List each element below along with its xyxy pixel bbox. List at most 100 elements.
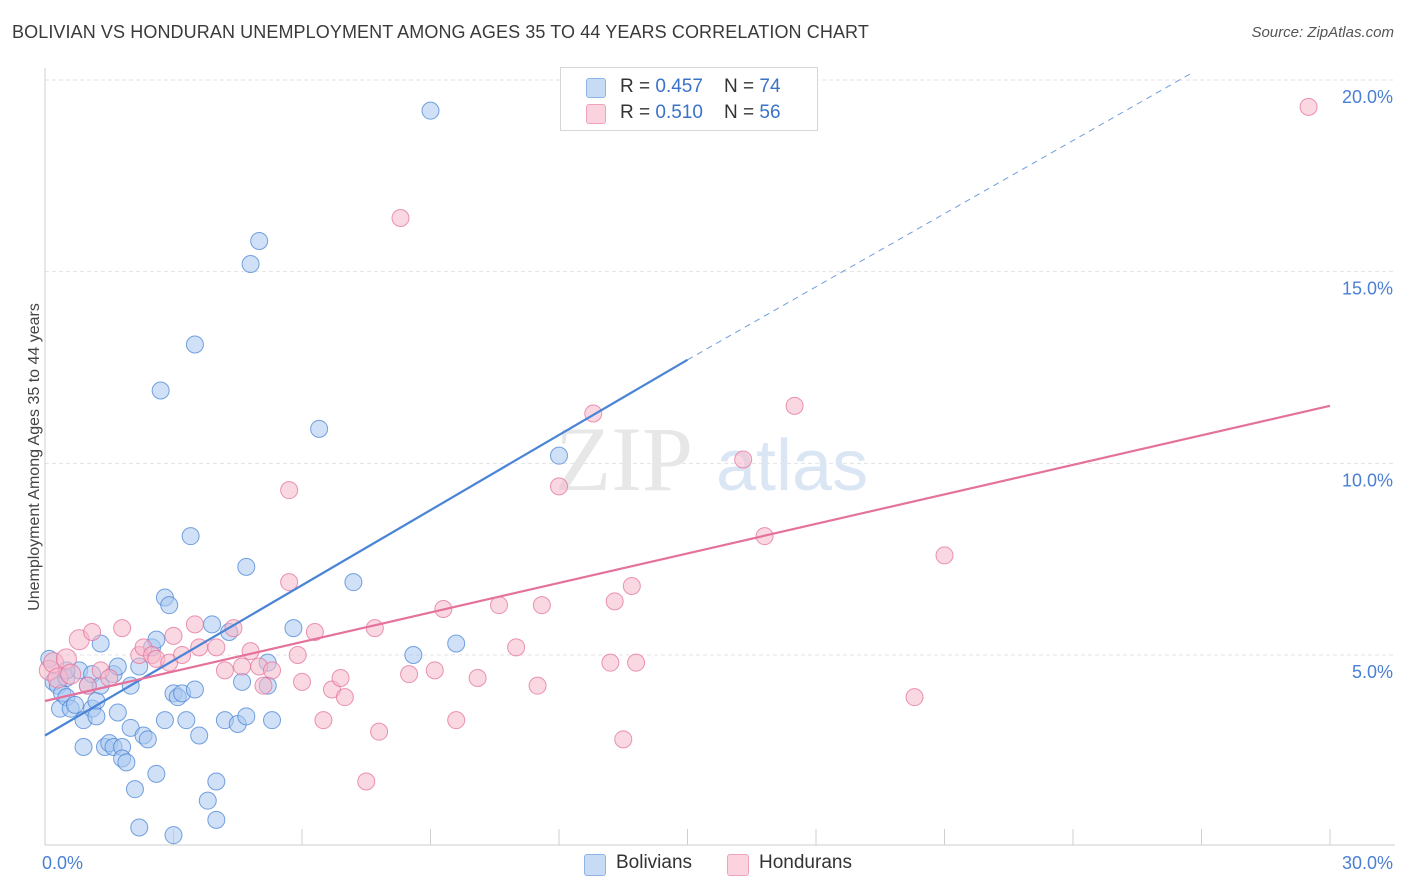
- legend-r-value: 0.457: [655, 76, 703, 97]
- honduran-point: [314, 711, 333, 730]
- honduran-point: [734, 450, 753, 469]
- bolivian-point: [185, 680, 204, 699]
- bottom-legend-label: Hondurans: [759, 852, 852, 873]
- honduran-point: [305, 623, 324, 641]
- bolivian-point: [344, 573, 363, 592]
- honduran-point: [905, 688, 924, 707]
- honduran-point: [60, 663, 82, 685]
- bolivian-point: [65, 695, 84, 714]
- honduran-point: [331, 669, 350, 687]
- honduran-point: [601, 653, 620, 672]
- bolivian-point: [181, 527, 200, 546]
- legend-n-value: 56: [759, 102, 781, 123]
- stats-legend: R = 0.457 N = 74 R = 0.510 N = 56: [560, 67, 818, 131]
- watermark: ZIP atlas: [555, 408, 868, 510]
- bolivian-point: [190, 726, 209, 745]
- honduran-point: [263, 661, 282, 680]
- bolivian-point: [207, 772, 226, 791]
- bolivian-point: [125, 780, 144, 799]
- honduran-trend-line: [44, 404, 1331, 703]
- honduran-point: [357, 772, 376, 791]
- bolivian-point: [250, 232, 269, 250]
- bolivian-point: [404, 646, 423, 664]
- honduran-point: [215, 661, 234, 680]
- honduran-point: [288, 646, 307, 664]
- legend-swatch-hondurans: [586, 104, 606, 124]
- bolivian-trend-extrapolation: [687, 71, 1194, 361]
- honduran-point: [550, 477, 568, 496]
- bolivian-point: [185, 335, 204, 354]
- legend-n-label: N =: [724, 76, 760, 97]
- y-tick-label: 20.0%: [1342, 87, 1393, 107]
- bolivian-point: [237, 557, 256, 576]
- honduran-point: [365, 619, 384, 638]
- honduran-point: [614, 730, 633, 749]
- y-tick-label: 10.0%: [1342, 470, 1393, 490]
- honduran-point: [83, 623, 102, 641]
- legend-r-label: R =: [620, 76, 656, 97]
- bottom-legend-label: Bolivians: [616, 852, 693, 873]
- bolivian-point: [147, 764, 166, 783]
- chart-source: Source: ZipAtlas.com: [1251, 24, 1394, 41]
- honduran-point: [391, 209, 410, 227]
- bolivian-point: [421, 101, 440, 120]
- bottom-legend-swatch: [727, 854, 749, 876]
- honduran-point: [335, 688, 354, 707]
- y-tick-label: 5.0%: [1352, 662, 1393, 682]
- bolivian-point: [160, 596, 179, 615]
- honduran-point: [233, 657, 252, 676]
- bolivian-point: [284, 619, 303, 638]
- chart-title: BOLIVIAN VS HONDURAN UNEMPLOYMENT AMONG …: [12, 22, 869, 42]
- x-tick-label: 30.0%: [1342, 853, 1393, 873]
- honduran-point: [532, 596, 551, 615]
- honduran-point: [622, 577, 641, 595]
- legend-r-label: R =: [620, 102, 656, 123]
- honduran-point: [785, 396, 804, 415]
- legend-n-value: 74: [759, 76, 781, 97]
- honduran-point: [113, 619, 132, 638]
- bottom-legend-swatch: [584, 854, 606, 876]
- honduran-point: [280, 481, 299, 500]
- honduran-point: [185, 615, 204, 634]
- honduran-point: [280, 573, 299, 592]
- bolivian-point: [233, 672, 252, 691]
- bolivian-point: [263, 711, 282, 730]
- honduran-point: [370, 722, 389, 741]
- bolivian-point: [151, 381, 170, 400]
- honduran-point: [207, 638, 226, 657]
- watermark-zip: ZIP: [555, 408, 693, 510]
- honduran-point: [507, 638, 526, 657]
- bolivian-point: [155, 711, 174, 730]
- honduran-point: [293, 672, 311, 691]
- bolivian-point: [177, 711, 196, 730]
- bolivian-point: [241, 255, 260, 273]
- bolivian-point: [164, 826, 183, 845]
- bolivian-point: [207, 810, 226, 829]
- bolivian-trend-line: [44, 358, 689, 737]
- data-points: [38, 97, 1318, 845]
- x-tick-label: 0.0%: [42, 853, 83, 873]
- honduran-point: [490, 596, 509, 615]
- bolivian-point: [550, 446, 568, 465]
- bolivian-point: [237, 707, 256, 726]
- honduran-point: [447, 711, 466, 730]
- honduran-point: [400, 665, 419, 684]
- bolivian-point: [74, 738, 93, 756]
- bolivian-point: [108, 703, 127, 722]
- y-axis-label: Unemployment Among Ages 35 to 44 years: [26, 303, 43, 611]
- honduran-point: [935, 546, 954, 565]
- honduran-point: [164, 626, 183, 645]
- honduran-point: [1299, 97, 1318, 116]
- bolivian-point: [117, 753, 136, 772]
- honduran-point: [254, 676, 273, 695]
- bolivian-point: [138, 730, 157, 749]
- bolivian-point: [87, 707, 106, 726]
- bolivian-point: [310, 419, 329, 438]
- bolivian-point: [447, 634, 466, 653]
- honduran-point: [241, 642, 260, 661]
- legend-swatch-bolivians: [586, 78, 606, 98]
- honduran-point: [468, 669, 487, 687]
- honduran-point: [528, 676, 547, 695]
- bolivian-point: [130, 818, 149, 837]
- bolivian-point: [203, 615, 222, 634]
